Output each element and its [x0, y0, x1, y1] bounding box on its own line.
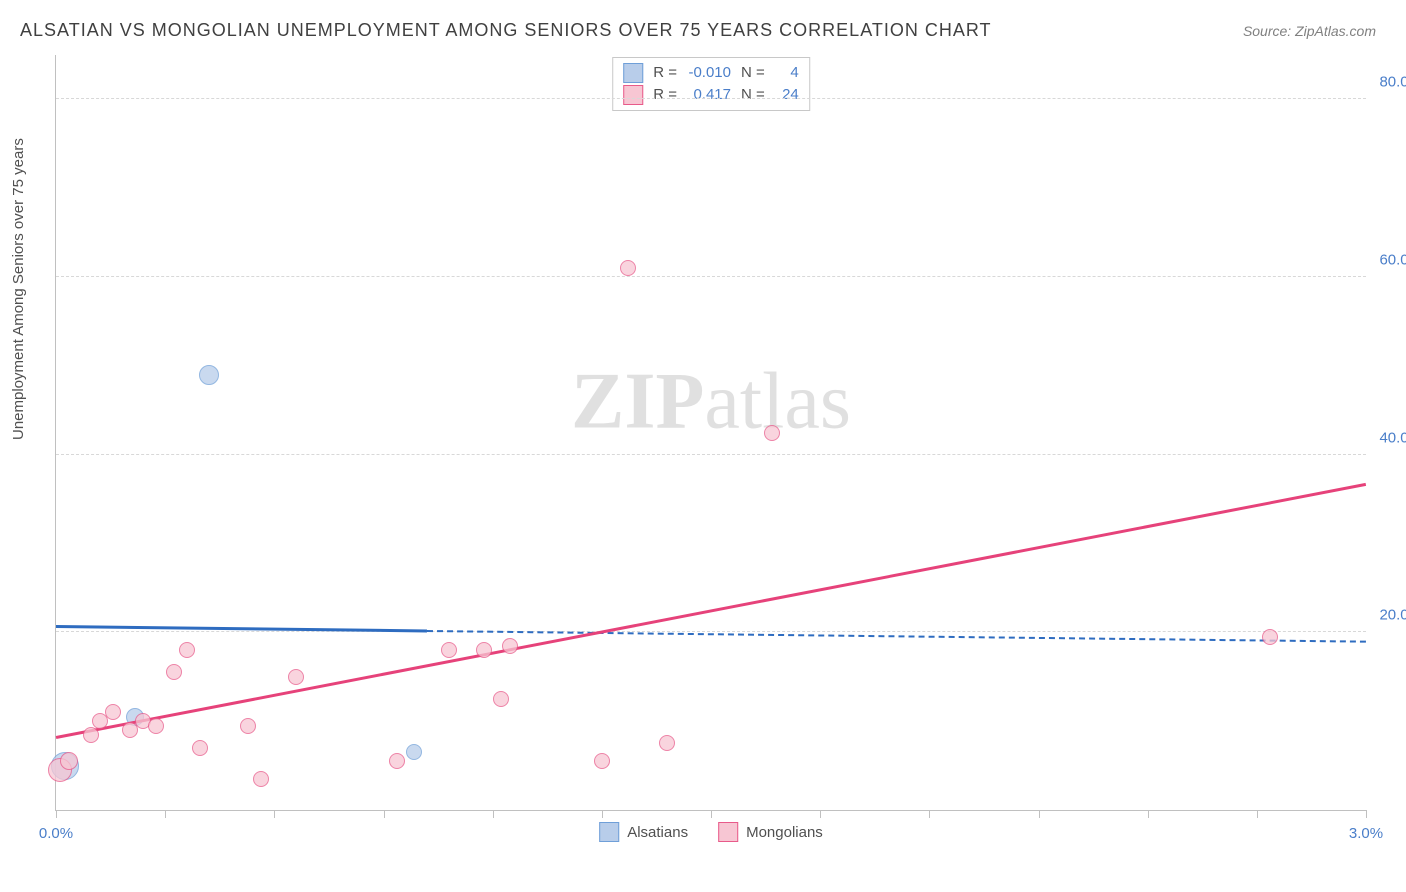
correlation-legend: R = -0.010 N = 4 R = 0.417 N = 24 — [612, 57, 810, 111]
data-point — [502, 638, 518, 654]
x-tick — [1257, 810, 1258, 818]
x-tick — [165, 810, 166, 818]
r-value: -0.010 — [683, 62, 731, 84]
scatter-chart: ZIPatlas R =-0.010N =4R =0.417N =24 Alsa… — [55, 55, 1366, 811]
gridline — [56, 276, 1366, 277]
legend-swatch — [718, 822, 738, 842]
y-tick-label: 40.0% — [1379, 429, 1406, 446]
r-label: R = — [653, 62, 677, 84]
x-tick — [56, 810, 57, 818]
legend-row: R = -0.010 N = 4 — [623, 62, 799, 84]
data-point — [441, 642, 457, 658]
n-value: 4 — [771, 62, 799, 84]
data-point — [764, 425, 780, 441]
source-attribution: Source: ZipAtlas.com — [1243, 23, 1376, 39]
x-tick-label: 0.0% — [39, 825, 73, 842]
data-point — [1262, 629, 1278, 645]
legend-label: Alsatians — [627, 824, 688, 841]
x-tick — [274, 810, 275, 818]
x-tick — [1039, 810, 1040, 818]
x-tick — [820, 810, 821, 818]
legend-swatch — [623, 85, 643, 105]
x-tick — [602, 810, 603, 818]
watermark: ZIPatlas — [571, 357, 851, 448]
data-point — [253, 771, 269, 787]
y-tick-label: 80.0% — [1379, 74, 1406, 91]
data-point — [389, 753, 405, 769]
n-label: N = — [741, 62, 765, 84]
x-tick — [1148, 810, 1149, 818]
legend-row: R = 0.417 N = 24 — [623, 84, 799, 106]
x-tick — [1366, 810, 1367, 818]
data-point — [60, 752, 78, 770]
chart-title: ALSATIAN VS MONGOLIAN UNEMPLOYMENT AMONG… — [20, 20, 992, 41]
gridline — [56, 98, 1366, 99]
data-point — [594, 753, 610, 769]
legend-item: Alsatians — [599, 822, 688, 842]
data-point — [166, 664, 182, 680]
y-tick-label: 20.0% — [1379, 607, 1406, 624]
r-value: 0.417 — [683, 84, 731, 106]
data-point — [493, 691, 509, 707]
legend-swatch — [623, 63, 643, 83]
gridline — [56, 631, 1366, 632]
legend-label: Mongolians — [746, 824, 823, 841]
x-tick — [493, 810, 494, 818]
data-point — [192, 740, 208, 756]
y-tick-label: 60.0% — [1379, 252, 1406, 269]
data-point — [240, 718, 256, 734]
data-point — [148, 718, 164, 734]
series-legend: Alsatians Mongolians — [599, 822, 823, 842]
n-label: N = — [741, 84, 765, 106]
legend-item: Mongolians — [718, 822, 823, 842]
trend-line — [56, 483, 1366, 739]
data-point — [659, 735, 675, 751]
data-point — [406, 744, 422, 760]
data-point — [179, 642, 195, 658]
data-point — [288, 669, 304, 685]
data-point — [620, 260, 636, 276]
gridline — [56, 454, 1366, 455]
data-point — [199, 365, 219, 385]
x-tick — [929, 810, 930, 818]
data-point — [105, 704, 121, 720]
n-value: 24 — [771, 84, 799, 106]
x-tick — [711, 810, 712, 818]
y-axis-label: Unemployment Among Seniors over 75 years — [10, 138, 27, 440]
legend-swatch — [599, 822, 619, 842]
x-tick — [384, 810, 385, 818]
x-tick-label: 3.0% — [1349, 825, 1383, 842]
r-label: R = — [653, 84, 677, 106]
data-point — [476, 642, 492, 658]
